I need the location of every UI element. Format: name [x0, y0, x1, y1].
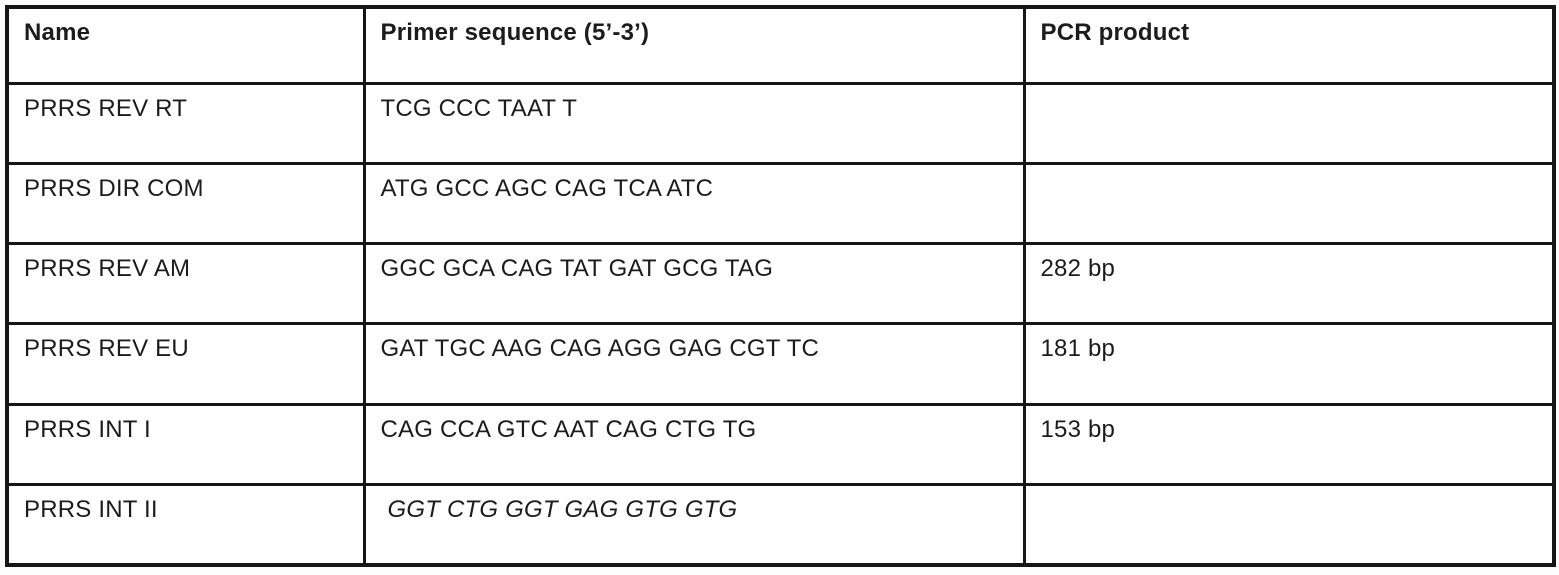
cell-sequence: GGC GCA CAG TAT GAT GCG TAG [362, 242, 1026, 326]
cell-pcr-product [1022, 161, 1556, 246]
cell-name: PRRS INT I [5, 402, 366, 487]
table-row: PRRS INT I CAG CCA GTC AAT CAG CTG TG 15… [5, 402, 1556, 487]
table-body: PRRS REV RT TCG CCC TAAT T PRRS DIR COM … [5, 81, 1556, 567]
cell-pcr-product: 153 bp [1022, 402, 1556, 487]
primer-table-container: Name Primer sequence (5’-3’) PCR product… [5, 5, 1556, 567]
column-header-primer-sequence: Primer sequence (5’-3’) [362, 5, 1026, 85]
cell-name: PRRS INT II [5, 483, 366, 567]
cell-sequence: GGT CTG GGT GAG GTG GTG [362, 483, 1026, 567]
cell-name: PRRS REV AM [5, 242, 366, 326]
primer-table: Name Primer sequence (5’-3’) PCR product… [5, 5, 1556, 567]
table-header: Name Primer sequence (5’-3’) PCR product [5, 5, 1556, 85]
cell-pcr-product [1022, 483, 1556, 567]
cell-name: PRRS DIR COM [5, 161, 366, 246]
table-row: PRRS REV RT TCG CCC TAAT T [5, 81, 1556, 165]
table-row: PRRS REV AM GGC GCA CAG TAT GAT GCG TAG … [5, 242, 1556, 326]
cell-name: PRRS REV RT [5, 81, 366, 165]
cell-name: PRRS REV EU [5, 322, 366, 406]
table-row: PRRS REV EU GAT TGC AAG CAG AGG GAG CGT … [5, 322, 1556, 406]
cell-sequence: GAT TGC AAG CAG AGG GAG CGT TC [362, 322, 1026, 406]
cell-pcr-product: 181 bp [1022, 322, 1556, 406]
column-header-pcr-product: PCR product [1022, 5, 1556, 85]
table-row: PRRS DIR COM ATG GCC AGC CAG TCA ATC [5, 161, 1556, 246]
cell-pcr-product: 282 bp [1022, 242, 1556, 326]
table-row: PRRS INT II GGT CTG GGT GAG GTG GTG [5, 483, 1556, 567]
header-row: Name Primer sequence (5’-3’) PCR product [5, 5, 1556, 85]
cell-pcr-product [1022, 81, 1556, 165]
cell-sequence: ATG GCC AGC CAG TCA ATC [362, 161, 1026, 246]
cell-sequence: TCG CCC TAAT T [362, 81, 1026, 165]
column-header-name: Name [5, 5, 366, 85]
cell-sequence: CAG CCA GTC AAT CAG CTG TG [362, 402, 1026, 487]
